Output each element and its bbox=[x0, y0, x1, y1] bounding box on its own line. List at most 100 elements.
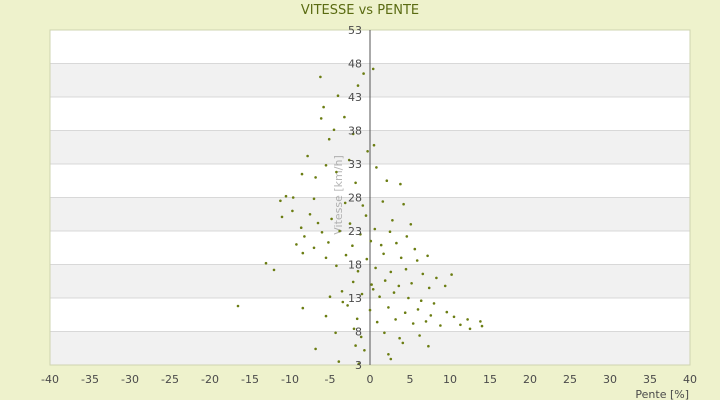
data-point bbox=[452, 315, 456, 319]
data-point bbox=[320, 231, 324, 234]
x-tick-label: 40 bbox=[683, 373, 697, 386]
y-tick-label: 8 bbox=[355, 326, 362, 339]
data-point bbox=[343, 115, 346, 119]
data-point bbox=[300, 172, 304, 176]
data-point bbox=[468, 327, 472, 331]
data-point bbox=[404, 267, 408, 271]
data-point bbox=[335, 264, 338, 268]
data-point bbox=[373, 227, 377, 231]
data-point bbox=[337, 360, 341, 363]
data-point bbox=[439, 324, 442, 327]
data-point bbox=[359, 233, 362, 236]
y-axis-label: Vitesse [km/h] bbox=[332, 155, 345, 235]
data-point bbox=[291, 196, 295, 199]
data-point bbox=[335, 170, 338, 174]
y-tick-label: 33 bbox=[348, 158, 362, 171]
data-point bbox=[379, 243, 383, 247]
data-point bbox=[332, 128, 336, 132]
data-point bbox=[351, 280, 355, 284]
data-point bbox=[401, 341, 405, 345]
data-point bbox=[284, 194, 288, 198]
data-point bbox=[330, 217, 333, 221]
data-point bbox=[341, 300, 345, 304]
data-point bbox=[319, 117, 323, 120]
y-tick-label: 3 bbox=[355, 359, 362, 372]
data-point bbox=[351, 132, 355, 136]
data-point bbox=[314, 176, 317, 179]
data-point bbox=[291, 209, 294, 213]
data-point bbox=[356, 84, 360, 87]
data-point bbox=[360, 292, 364, 296]
data-point bbox=[347, 158, 351, 162]
data-point bbox=[429, 314, 433, 317]
data-point bbox=[279, 199, 282, 203]
data-point bbox=[316, 221, 320, 225]
data-point bbox=[466, 318, 469, 321]
data-point bbox=[299, 226, 303, 229]
x-tick-label: -30 bbox=[121, 373, 139, 386]
y-tick-label: 38 bbox=[348, 125, 362, 138]
data-point bbox=[450, 273, 453, 276]
data-point bbox=[370, 283, 373, 286]
data-point bbox=[352, 327, 356, 331]
data-point bbox=[392, 291, 396, 294]
data-point bbox=[399, 256, 403, 260]
data-point bbox=[312, 246, 316, 250]
data-point bbox=[385, 179, 389, 182]
data-point bbox=[327, 137, 331, 141]
data-point bbox=[351, 244, 354, 247]
data-point bbox=[236, 304, 240, 308]
data-point bbox=[303, 235, 306, 238]
data-point bbox=[388, 230, 392, 233]
data-point bbox=[387, 306, 390, 309]
data-point bbox=[368, 308, 372, 312]
data-point bbox=[387, 353, 390, 356]
data-point bbox=[355, 317, 359, 321]
data-point bbox=[364, 214, 368, 217]
data-point bbox=[324, 164, 328, 167]
x-tick-label: 0 bbox=[367, 373, 374, 386]
data-point bbox=[369, 239, 373, 243]
data-point bbox=[340, 290, 344, 293]
data-point bbox=[375, 320, 379, 324]
data-point bbox=[479, 320, 482, 323]
data-point bbox=[280, 215, 284, 219]
y-tick-label: 13 bbox=[348, 292, 362, 305]
data-point bbox=[409, 223, 413, 226]
x-tick-labels: -40 -35 -30 -25 -20 -15 -10 -5 0 5 10 15 20 25 30 35 40 bbox=[41, 373, 697, 386]
y-tick-label: 23 bbox=[348, 225, 362, 238]
data-point bbox=[354, 344, 357, 347]
data-point bbox=[334, 331, 337, 335]
data-point bbox=[445, 310, 449, 314]
chart-title: VITESSE vs PENTE bbox=[301, 3, 419, 18]
data-point bbox=[405, 235, 409, 238]
data-point bbox=[383, 331, 386, 335]
data-point bbox=[301, 306, 305, 310]
y-tick-label: 53 bbox=[348, 24, 362, 37]
data-point bbox=[443, 284, 447, 288]
data-point bbox=[424, 320, 428, 323]
data-point bbox=[324, 314, 328, 318]
x-axis-label: Pente [%] bbox=[635, 388, 689, 400]
data-point bbox=[312, 197, 316, 201]
data-point bbox=[308, 213, 312, 216]
data-point bbox=[407, 296, 410, 300]
data-point bbox=[389, 357, 393, 361]
x-tick-label: -5 bbox=[325, 373, 336, 386]
data-point bbox=[372, 143, 376, 147]
data-point bbox=[403, 311, 407, 315]
data-point bbox=[314, 347, 317, 351]
data-point bbox=[398, 336, 401, 340]
data-point bbox=[346, 304, 349, 307]
data-point bbox=[402, 202, 405, 206]
data-point bbox=[389, 270, 393, 274]
data-point bbox=[480, 324, 484, 328]
data-point bbox=[416, 308, 420, 311]
x-tick-label: -25 bbox=[161, 373, 179, 386]
data-point bbox=[394, 318, 397, 321]
x-tick-label: 10 bbox=[443, 373, 457, 386]
x-tick-label: 35 bbox=[643, 373, 657, 386]
data-point bbox=[426, 254, 429, 258]
